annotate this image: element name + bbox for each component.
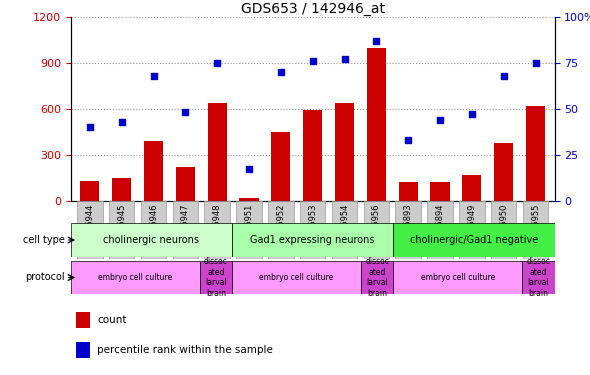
Text: GSM16948: GSM16948 bbox=[213, 204, 222, 249]
Bar bbox=[463, 176, 481, 201]
Bar bbox=[208, 103, 227, 201]
Bar bbox=[522, 261, 555, 294]
Point bbox=[531, 60, 540, 66]
Text: GSM16954: GSM16954 bbox=[340, 204, 349, 249]
Text: GSM16945: GSM16945 bbox=[117, 204, 126, 249]
Bar bbox=[76, 312, 90, 328]
Text: cholinergic neurons: cholinergic neurons bbox=[103, 235, 199, 245]
Text: GSM16949: GSM16949 bbox=[467, 204, 476, 249]
FancyBboxPatch shape bbox=[459, 201, 484, 259]
Text: GSM16894: GSM16894 bbox=[435, 204, 444, 249]
Bar bbox=[394, 223, 555, 257]
Bar bbox=[176, 167, 195, 201]
FancyBboxPatch shape bbox=[395, 201, 421, 259]
Bar bbox=[232, 261, 361, 294]
Text: GSM16950: GSM16950 bbox=[499, 204, 508, 249]
Bar bbox=[240, 198, 258, 201]
Point bbox=[404, 137, 413, 143]
Text: protocol: protocol bbox=[25, 273, 65, 282]
Text: dissoc
ated
larval
brain: dissoc ated larval brain bbox=[526, 257, 550, 298]
Bar bbox=[303, 110, 322, 201]
Point bbox=[308, 58, 317, 64]
Text: GSM16953: GSM16953 bbox=[308, 204, 317, 249]
Text: dissoc
ated
larval
brain: dissoc ated larval brain bbox=[365, 257, 389, 298]
Bar bbox=[367, 48, 386, 201]
FancyBboxPatch shape bbox=[237, 201, 262, 259]
Bar bbox=[71, 223, 232, 257]
Point bbox=[340, 56, 349, 62]
Bar bbox=[271, 132, 290, 201]
FancyBboxPatch shape bbox=[491, 201, 516, 259]
Text: cell type: cell type bbox=[23, 235, 65, 245]
Point bbox=[149, 73, 158, 79]
Point bbox=[117, 118, 126, 124]
FancyBboxPatch shape bbox=[523, 201, 548, 259]
Text: dissoc
ated
larval
brain: dissoc ated larval brain bbox=[204, 257, 228, 298]
Point bbox=[276, 69, 286, 75]
Text: GSM16893: GSM16893 bbox=[404, 204, 412, 249]
Text: GSM16956: GSM16956 bbox=[372, 204, 381, 249]
FancyBboxPatch shape bbox=[173, 201, 198, 259]
Point bbox=[244, 166, 254, 172]
FancyBboxPatch shape bbox=[332, 201, 358, 259]
Title: GDS653 / 142946_at: GDS653 / 142946_at bbox=[241, 2, 385, 16]
Bar bbox=[526, 106, 545, 201]
Bar bbox=[232, 223, 394, 257]
Point bbox=[85, 124, 94, 130]
FancyBboxPatch shape bbox=[268, 201, 294, 259]
Text: GSM16947: GSM16947 bbox=[181, 204, 190, 249]
Bar bbox=[112, 178, 131, 201]
FancyBboxPatch shape bbox=[141, 201, 166, 259]
Bar bbox=[361, 261, 394, 294]
FancyBboxPatch shape bbox=[427, 201, 453, 259]
Text: embryo cell culture: embryo cell culture bbox=[260, 273, 334, 282]
Point bbox=[372, 38, 381, 44]
Point bbox=[499, 73, 509, 79]
Bar bbox=[394, 261, 522, 294]
Text: embryo cell culture: embryo cell culture bbox=[98, 273, 172, 282]
Bar bbox=[335, 103, 354, 201]
Point bbox=[212, 60, 222, 66]
Text: GSM16951: GSM16951 bbox=[244, 204, 254, 249]
Point bbox=[181, 110, 190, 116]
Bar bbox=[399, 182, 418, 201]
Bar bbox=[200, 261, 232, 294]
FancyBboxPatch shape bbox=[205, 201, 230, 259]
Text: Gad1 expressing neurons: Gad1 expressing neurons bbox=[250, 235, 375, 245]
Text: GSM16952: GSM16952 bbox=[276, 204, 286, 249]
Bar bbox=[76, 342, 90, 358]
Text: embryo cell culture: embryo cell culture bbox=[421, 273, 495, 282]
Point bbox=[435, 117, 445, 123]
FancyBboxPatch shape bbox=[363, 201, 389, 259]
FancyBboxPatch shape bbox=[109, 201, 135, 259]
Bar bbox=[431, 182, 450, 201]
Bar bbox=[80, 181, 100, 201]
Text: GSM16955: GSM16955 bbox=[531, 204, 540, 249]
Text: count: count bbox=[97, 315, 127, 325]
FancyBboxPatch shape bbox=[300, 201, 326, 259]
Point bbox=[467, 111, 477, 117]
Bar bbox=[71, 261, 200, 294]
Text: GSM16946: GSM16946 bbox=[149, 204, 158, 249]
Bar bbox=[144, 141, 163, 201]
Text: cholinergic/Gad1 negative: cholinergic/Gad1 negative bbox=[410, 235, 538, 245]
Text: GSM16944: GSM16944 bbox=[86, 204, 94, 249]
FancyBboxPatch shape bbox=[77, 201, 103, 259]
Bar bbox=[494, 143, 513, 201]
Text: percentile rank within the sample: percentile rank within the sample bbox=[97, 345, 273, 355]
